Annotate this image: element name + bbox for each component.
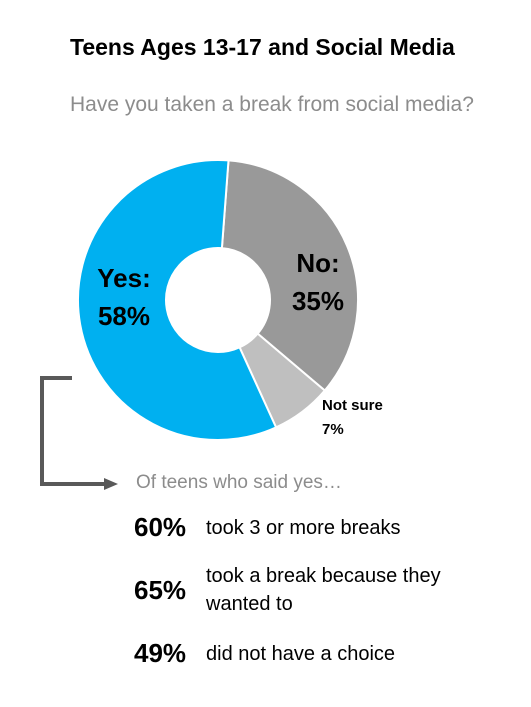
slice-label-not-sure: Not sure <box>322 397 383 414</box>
slice-no <box>220 159 359 392</box>
slice-label-no: No: <box>296 248 339 278</box>
slice-label-no: 35% <box>292 286 344 316</box>
stat-percent: 49% <box>134 638 187 668</box>
followup-intro: Of teens who said yes… <box>136 472 342 493</box>
stat-row: 60% took 3 or more breaks <box>134 512 401 543</box>
stat-text: took a break because they wanted to <box>206 565 441 615</box>
stat-text: took 3 or more breaks <box>206 516 401 539</box>
slice-yes <box>77 159 278 441</box>
chart-subtitle: Have you taken a break from social media… <box>70 93 474 116</box>
slice-label-yes: Yes: <box>97 263 151 293</box>
chart-title: Teens Ages 13-17 and Social Media <box>70 34 455 60</box>
stat-percent: 60% <box>134 512 187 542</box>
slice-label-yes: 58% <box>98 301 150 331</box>
stat-text: did not have a choice <box>206 642 396 665</box>
stat-percent: 65% <box>134 574 187 605</box>
slice-label-not-sure: 7% <box>322 421 344 438</box>
stat-row: 65% took a break because they wanted to <box>134 562 506 618</box>
stat-row: 49% did not have a choice <box>134 638 395 669</box>
